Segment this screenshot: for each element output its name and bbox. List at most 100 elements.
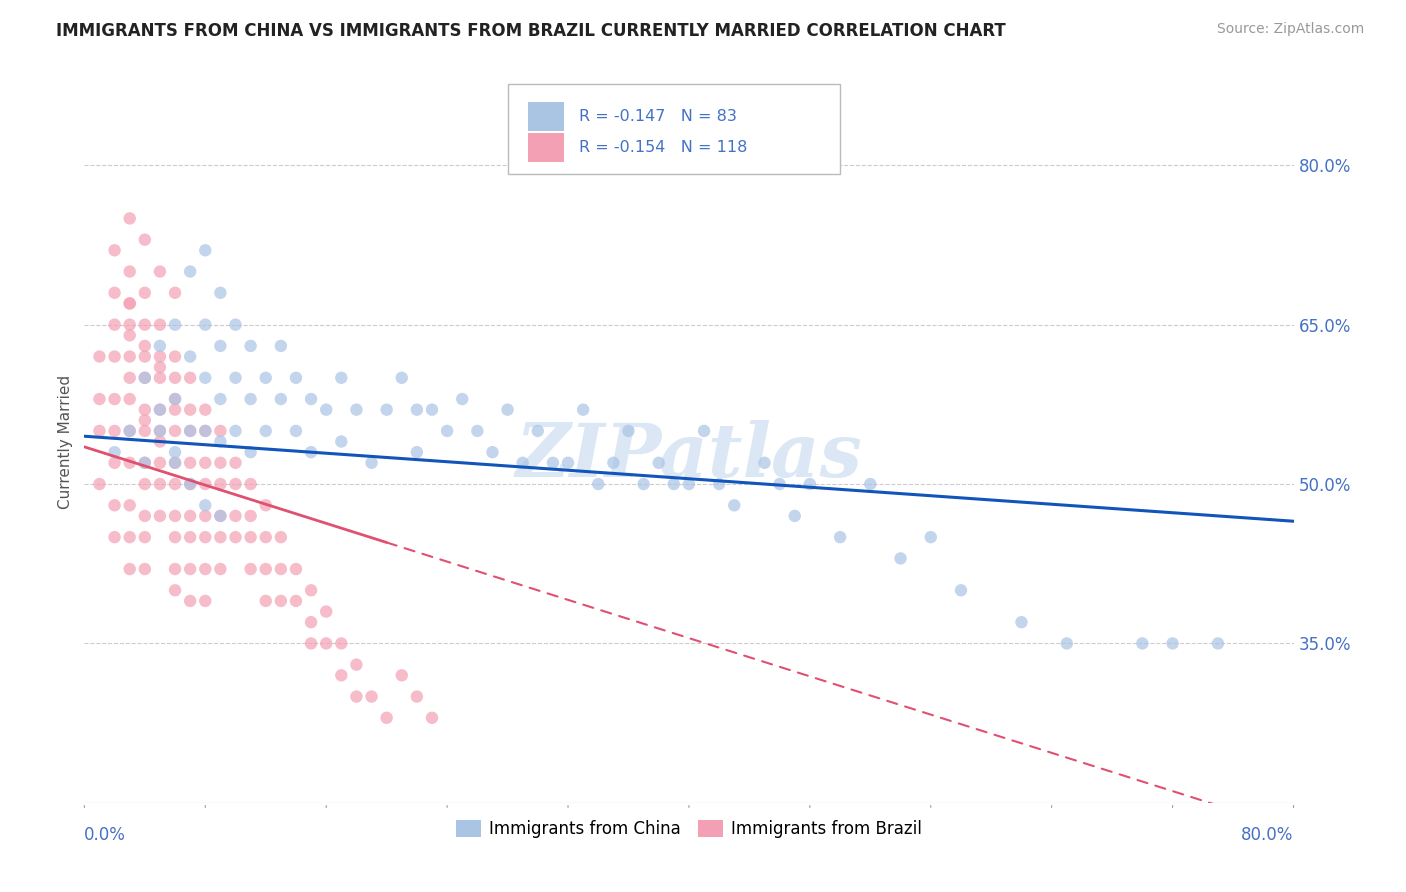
Point xyxy=(194,318,217,332)
Point xyxy=(285,594,308,608)
Point xyxy=(194,371,217,385)
Point xyxy=(375,711,398,725)
Point xyxy=(134,318,156,332)
Point xyxy=(179,424,201,438)
Point xyxy=(134,402,156,417)
Point xyxy=(89,392,111,406)
Point xyxy=(436,424,458,438)
Legend: Immigrants from China, Immigrants from Brazil: Immigrants from China, Immigrants from B… xyxy=(450,814,928,845)
Point xyxy=(134,371,156,385)
Point xyxy=(783,508,806,523)
Point xyxy=(134,350,156,364)
Point xyxy=(165,445,187,459)
Point xyxy=(346,402,368,417)
Point xyxy=(134,530,156,544)
Point xyxy=(330,636,353,650)
Point xyxy=(179,477,201,491)
Point xyxy=(299,583,322,598)
Point xyxy=(118,371,141,385)
Text: R = -0.154   N = 118: R = -0.154 N = 118 xyxy=(579,140,747,155)
Point xyxy=(104,350,127,364)
Point xyxy=(254,530,277,544)
Point xyxy=(1056,636,1078,650)
Point xyxy=(254,594,277,608)
Point xyxy=(209,530,232,544)
Point xyxy=(104,244,127,258)
Point xyxy=(134,456,156,470)
Y-axis label: Currently Married: Currently Married xyxy=(58,375,73,508)
Point xyxy=(270,562,292,576)
Point xyxy=(104,498,127,512)
Point xyxy=(270,392,292,406)
Point xyxy=(179,264,201,278)
Point xyxy=(254,498,277,512)
Point xyxy=(859,477,882,491)
Point xyxy=(285,424,308,438)
Point xyxy=(194,562,217,576)
Point xyxy=(149,402,172,417)
Point xyxy=(134,413,156,427)
Point xyxy=(920,530,942,544)
Point xyxy=(165,477,187,491)
Point xyxy=(194,456,217,470)
Point xyxy=(118,328,141,343)
Point xyxy=(315,636,337,650)
Point xyxy=(179,371,201,385)
FancyBboxPatch shape xyxy=(529,133,564,162)
Text: 0.0%: 0.0% xyxy=(84,826,127,844)
Point xyxy=(179,477,201,491)
Point xyxy=(527,424,550,438)
Point xyxy=(104,530,127,544)
Point xyxy=(512,456,534,470)
Point xyxy=(118,392,141,406)
Text: Source: ZipAtlas.com: Source: ZipAtlas.com xyxy=(1216,22,1364,37)
Point xyxy=(648,456,671,470)
Point xyxy=(420,711,443,725)
Text: R = -0.147   N = 83: R = -0.147 N = 83 xyxy=(579,109,737,124)
Point xyxy=(149,434,172,449)
Point xyxy=(194,530,217,544)
Point xyxy=(209,456,232,470)
Point xyxy=(165,371,187,385)
Point xyxy=(149,350,172,364)
Point xyxy=(149,424,172,438)
Point xyxy=(149,264,172,278)
Point xyxy=(209,392,232,406)
Point xyxy=(451,392,474,406)
Point xyxy=(149,424,172,438)
Point xyxy=(194,424,217,438)
Point xyxy=(467,424,489,438)
FancyBboxPatch shape xyxy=(529,102,564,131)
Point xyxy=(890,551,912,566)
Point xyxy=(209,424,232,438)
Point xyxy=(225,456,247,470)
Point xyxy=(346,690,368,704)
Point xyxy=(194,477,217,491)
Point xyxy=(165,456,187,470)
Point xyxy=(799,477,821,491)
Point xyxy=(89,424,111,438)
Point xyxy=(149,508,172,523)
Point xyxy=(225,424,247,438)
Point xyxy=(104,456,127,470)
Point xyxy=(209,562,232,576)
Point xyxy=(118,211,141,226)
Point xyxy=(299,615,322,630)
Point xyxy=(179,350,201,364)
Point xyxy=(118,424,141,438)
Point xyxy=(149,360,172,375)
Point xyxy=(572,402,595,417)
Point xyxy=(134,424,156,438)
Point xyxy=(179,456,201,470)
Point xyxy=(602,456,624,470)
Point xyxy=(209,508,232,523)
Point xyxy=(950,583,973,598)
Point xyxy=(360,456,382,470)
Point xyxy=(315,402,337,417)
Point xyxy=(391,371,413,385)
Point xyxy=(299,636,322,650)
Point xyxy=(118,296,141,310)
Point xyxy=(134,339,156,353)
Point xyxy=(194,402,217,417)
Point xyxy=(754,456,776,470)
